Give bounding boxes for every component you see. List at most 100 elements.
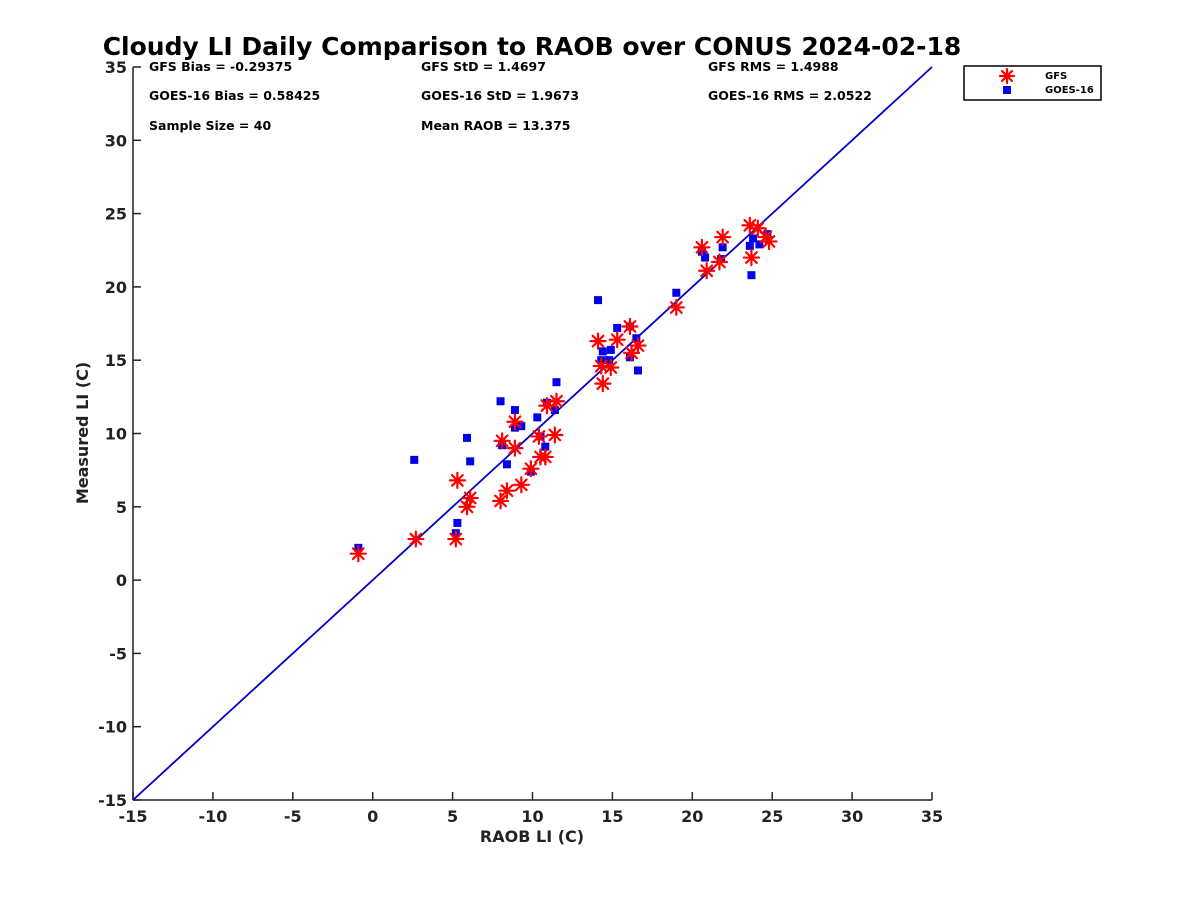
data-point [667, 298, 685, 317]
asterisk-stroke [449, 532, 463, 546]
data-point [760, 232, 778, 251]
asterisk-stroke [450, 474, 464, 487]
asterisk-stroke [548, 428, 562, 442]
asterisk-stroke [500, 484, 514, 498]
data-point [349, 545, 367, 563]
stat-sample-size: Sample Size = 40 [149, 118, 271, 133]
asterisk-stroke [631, 339, 645, 352]
asterisk-stroke [463, 491, 477, 505]
data-point [530, 427, 548, 446]
asterisk-stroke [532, 430, 546, 443]
statistics-block: GFS Bias = -0.29375 GFS StD = 1.4697 GFS… [149, 59, 872, 133]
y-tick-label: 20 [105, 278, 127, 297]
asterisk-stroke [743, 218, 757, 232]
asterisk-stroke [751, 221, 765, 235]
data-point [742, 248, 761, 267]
data-point [625, 353, 634, 362]
data-point [613, 323, 622, 332]
y-tick-label: 30 [105, 131, 127, 150]
data-point [602, 358, 620, 377]
y-tick-label: -5 [109, 644, 127, 663]
legend-marker-goes16 [1003, 86, 1011, 94]
y-tick-label: 0 [116, 571, 127, 590]
asterisk-stroke [700, 264, 714, 278]
data-point [747, 271, 756, 280]
data-point [447, 530, 465, 548]
legend-box [963, 65, 1102, 101]
axes: -15 -10 -5 0 5 10 15 20 25 30 35 -15 -10 -5 0 5 10 15 20 25… [98, 58, 943, 826]
x-tick-label: 0 [367, 807, 378, 826]
y-tick-label: -10 [98, 718, 127, 737]
y-tick-label: 10 [105, 425, 127, 444]
data-point [407, 530, 425, 548]
data-point [541, 442, 550, 451]
data-point [621, 317, 639, 336]
data-point [605, 356, 614, 365]
stat-gfs-rms: GFS RMS = 1.4988 [708, 59, 839, 74]
stat-goes-bias: GOES-16 Bias = 0.58425 [149, 88, 320, 103]
asterisk-stroke [538, 450, 552, 464]
data-point [594, 375, 612, 393]
data-point [466, 457, 475, 466]
data-point [498, 482, 516, 500]
data-point [755, 240, 764, 249]
asterisk-stroke [762, 235, 776, 248]
data-point [608, 331, 626, 349]
y-tick-label: 25 [105, 205, 127, 224]
asterisk-stroke [745, 251, 758, 264]
legend-label-goes16: GOES-16 [1045, 85, 1094, 96]
reference-line [132, 66, 933, 801]
legend-marker-gfs [998, 67, 1016, 85]
asterisk-stroke [591, 334, 605, 348]
y-tick-label: -15 [98, 791, 127, 810]
data-point [718, 243, 727, 252]
asterisk-stroke [494, 494, 507, 508]
data-point [710, 253, 729, 271]
asterisk-stroke [524, 462, 538, 476]
data-point [491, 492, 510, 510]
data-point [506, 439, 524, 457]
stat-goes-std: GOES-16 StD = 1.9673 [421, 88, 579, 103]
data-point [632, 334, 641, 343]
x-tick-label: 35 [921, 807, 943, 826]
data-point [550, 406, 559, 415]
data-point [589, 332, 607, 350]
data-point [629, 336, 647, 355]
data-point [693, 238, 711, 256]
legend-label-gfs: GFS [1045, 71, 1067, 82]
x-tick-label: 25 [761, 807, 783, 826]
asterisk-stroke [508, 415, 522, 429]
data-point [510, 406, 519, 415]
data-point [410, 455, 419, 464]
data-point [496, 397, 505, 406]
asterisk-stroke [351, 547, 365, 561]
data-point [714, 228, 732, 246]
asterisk-stroke [623, 320, 637, 333]
asterisk-stroke [495, 434, 509, 448]
data-point [698, 262, 716, 280]
stat-mean-raob: Mean RAOB = 13.375 [421, 118, 570, 133]
data-points [349, 216, 778, 563]
asterisk-stroke [604, 361, 618, 374]
x-tick-label: 5 [447, 807, 458, 826]
asterisk-stroke [508, 441, 522, 455]
data-point [546, 426, 564, 444]
data-point [633, 366, 642, 375]
x-tick-label: 15 [601, 807, 623, 826]
asterisk-stroke [669, 301, 683, 314]
data-point [506, 413, 524, 431]
data-point [462, 433, 471, 442]
data-point [594, 296, 603, 305]
data-point [533, 413, 542, 422]
x-tick-label: -5 [284, 807, 302, 826]
data-point [606, 345, 615, 354]
series-gfs [349, 216, 778, 563]
data-point [745, 241, 754, 250]
stat-gfs-bias: GFS Bias = -0.29375 [149, 59, 292, 74]
data-point [493, 432, 511, 450]
x-tick-label: 10 [521, 807, 543, 826]
asterisk-stroke [550, 394, 563, 408]
data-point [453, 518, 462, 527]
